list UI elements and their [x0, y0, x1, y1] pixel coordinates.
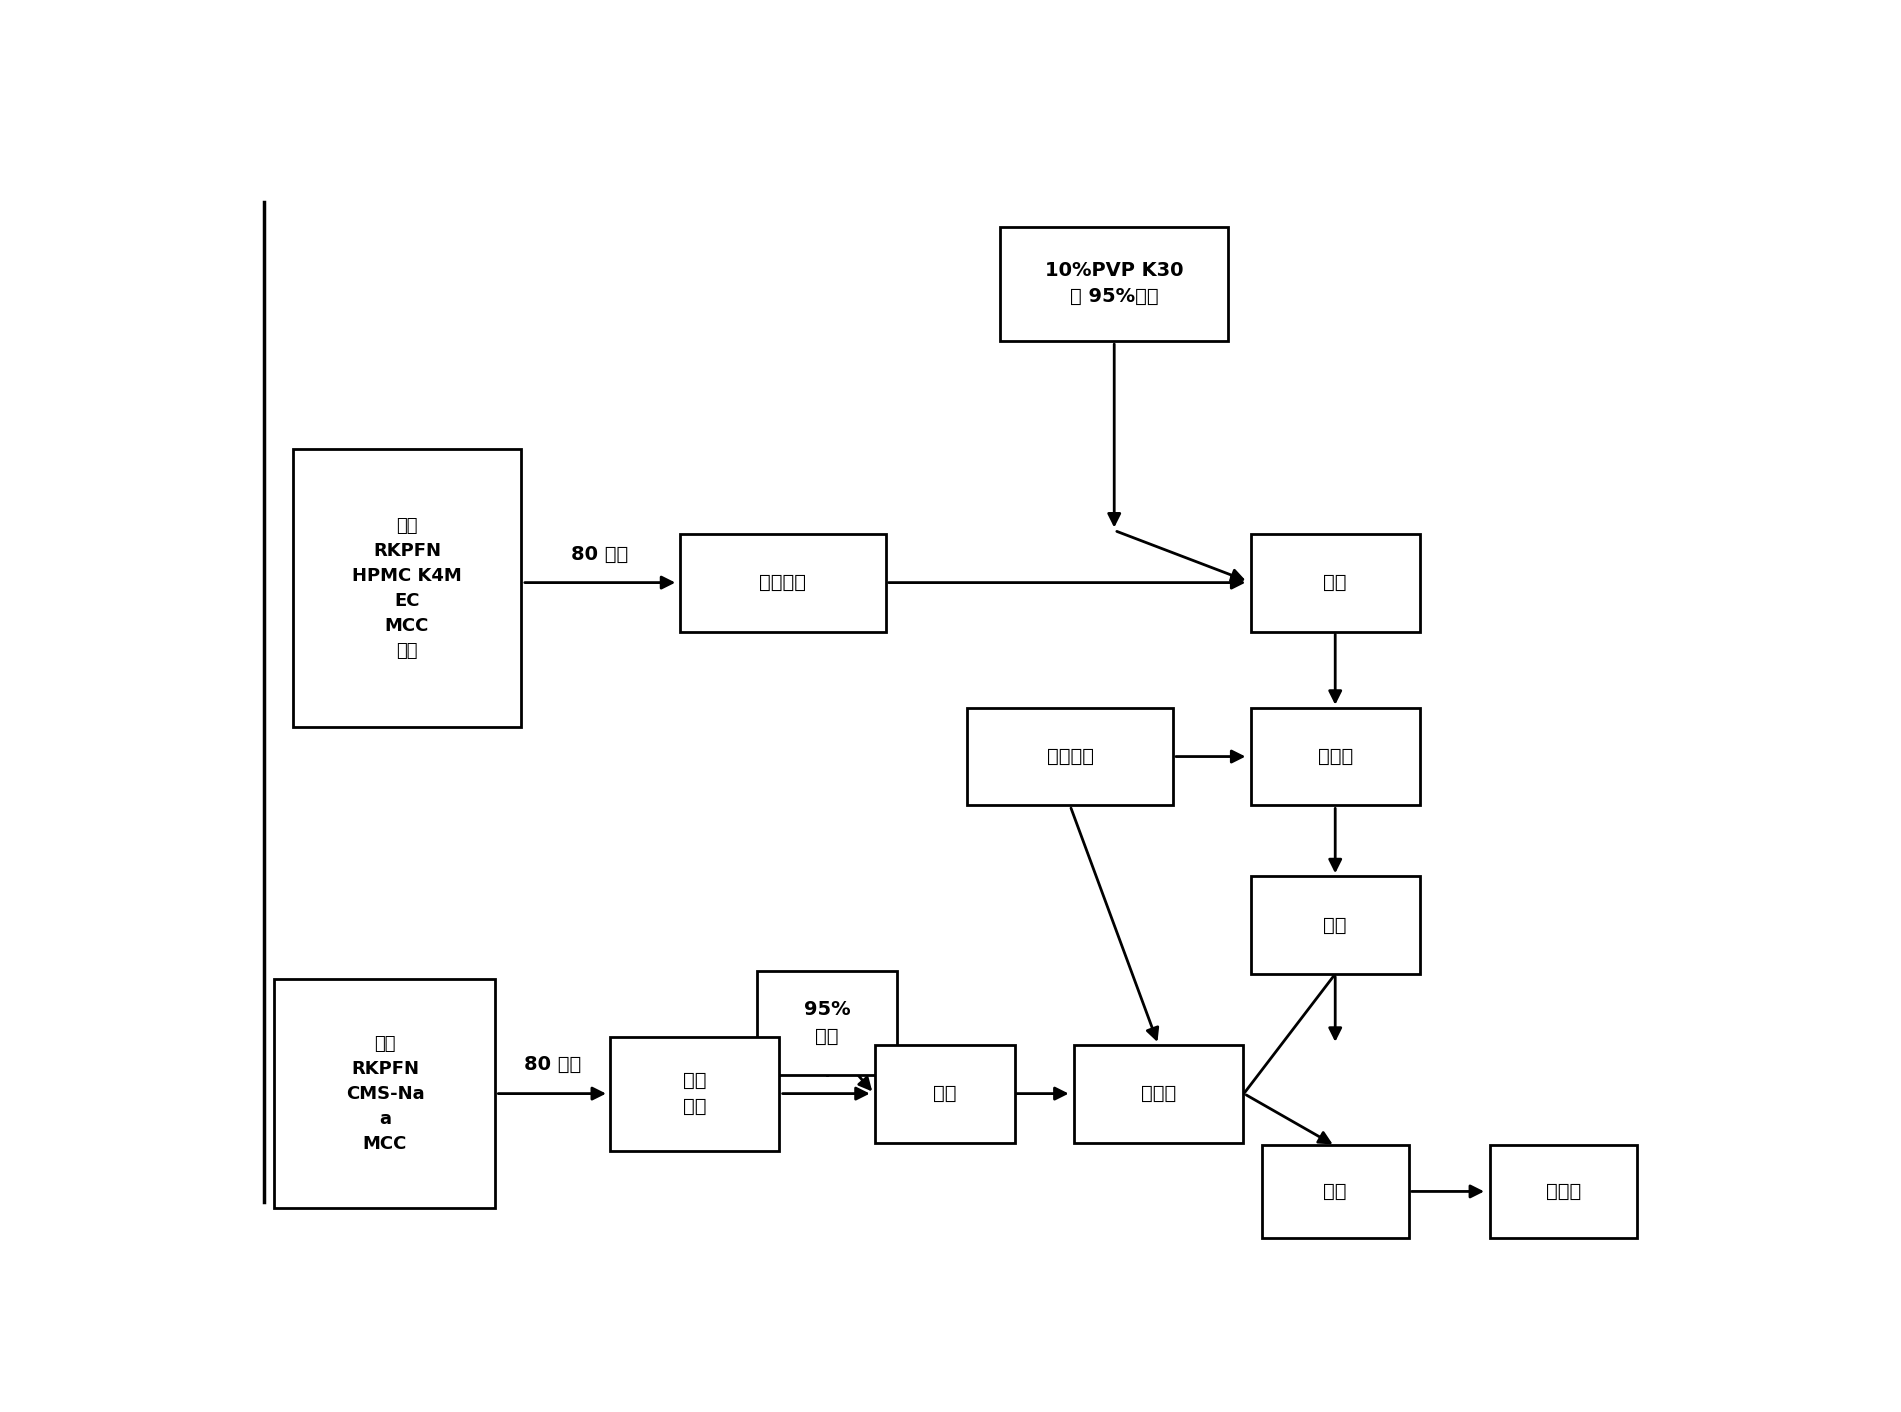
Text: 80 目筛: 80 目筛 — [572, 545, 629, 565]
Text: 软材: 软材 — [1323, 573, 1348, 592]
Text: 10%PVP K30
的 95%乙醇: 10%PVP K30 的 95%乙醇 — [1046, 261, 1184, 306]
Text: 均匀
粉末: 均匀 粉末 — [682, 1070, 705, 1117]
Bar — [293, 449, 521, 727]
Text: 双层片: 双层片 — [1546, 1182, 1582, 1202]
Bar — [1251, 875, 1420, 974]
Text: 均匀粉末: 均匀粉末 — [758, 573, 806, 592]
Bar — [968, 707, 1173, 805]
Text: 干颗粒: 干颗粒 — [1317, 747, 1354, 767]
Bar — [610, 1036, 779, 1151]
Bar — [274, 980, 496, 1207]
Bar — [1074, 1045, 1243, 1142]
Bar — [757, 971, 897, 1075]
Text: 速释
RKPFN
CMS-Na
a
MCC: 速释 RKPFN CMS-Na a MCC — [346, 1035, 424, 1152]
Text: 硬脂酸镁: 硬脂酸镁 — [1047, 747, 1093, 767]
Bar — [874, 1045, 1015, 1142]
Bar — [1251, 707, 1420, 805]
Text: 95%
乙醇: 95% 乙醇 — [804, 1000, 850, 1046]
Bar — [1490, 1145, 1637, 1238]
Bar — [1251, 534, 1420, 631]
Text: 80 目筛: 80 目筛 — [525, 1055, 582, 1075]
Text: 软材: 软材 — [933, 1084, 956, 1103]
Bar — [1000, 226, 1228, 340]
Text: 预压: 预压 — [1323, 915, 1348, 935]
Text: 再压: 再压 — [1323, 1182, 1348, 1202]
Text: 干颗粒: 干颗粒 — [1141, 1084, 1177, 1103]
Bar — [681, 534, 886, 631]
Bar — [1262, 1145, 1409, 1238]
Text: 缓释
RKPFN
HPMC K4M
EC
MCC
乳糖: 缓释 RKPFN HPMC K4M EC MCC 乳糖 — [352, 517, 462, 659]
